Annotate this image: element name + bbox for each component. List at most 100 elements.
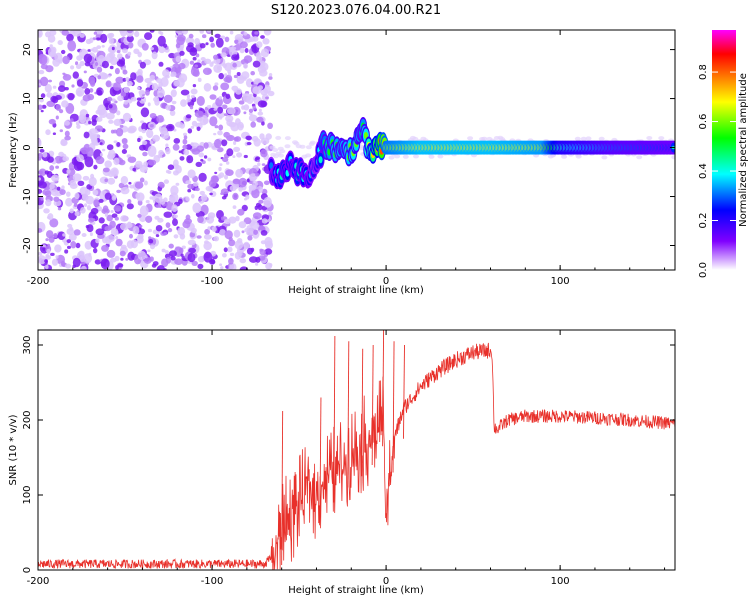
noise-speckle [38,104,43,111]
noise-speckle [151,263,157,268]
noise-speckle [49,30,57,36]
noise-speckle [115,265,119,270]
noise-speckle [51,189,59,197]
noise-speckle [224,230,233,240]
noise-speckle [69,208,74,214]
snr-spike [319,397,322,518]
noise-speckle [98,217,105,224]
noise-speckle [256,41,263,48]
noise-speckle [216,111,226,119]
noise-speckle [64,120,70,126]
noise-speckle [44,83,52,93]
noise-speckle [209,94,217,100]
noise-speckle [143,256,152,264]
noise-speckle [181,245,186,250]
noise-speckle [119,250,126,257]
noise-speckle [134,30,140,38]
noise-speckle [96,37,101,41]
noise-speckle [53,196,60,202]
noise-speckle [121,149,127,154]
noise-speckle [45,264,49,270]
noise-speckle [202,67,212,76]
noise-speckle [65,263,72,269]
signal-halo [305,153,312,158]
snr-marks [38,330,675,570]
signal-core [269,162,274,170]
noise-speckle [116,110,121,116]
noise-speckle [84,61,91,67]
noise-speckle [142,151,148,157]
noise-speckle [75,61,79,66]
noise-speckle [157,217,164,223]
noise-speckle [215,37,224,48]
noise-speckle [85,195,95,205]
noise-speckle [238,100,245,105]
noise-speckle [38,170,43,175]
noise-speckle [180,99,187,107]
spectrogram-ylabel: Frequency (Hz) [8,112,19,188]
noise-speckle [196,96,205,106]
noise-speckle [58,151,65,157]
noise-speckle [235,88,242,95]
signal-halo [486,136,493,141]
noise-speckle [84,156,94,168]
noise-speckle [233,146,241,152]
noise-speckle [236,152,243,158]
noise-speckle [178,73,188,83]
noise-speckle [233,229,241,238]
noise-speckle [119,30,125,34]
noise-speckle [97,75,101,80]
noise-speckle [73,203,78,207]
noise-speckle [38,255,46,265]
noise-speckle [192,56,197,61]
noise-speckle [96,66,103,73]
noise-speckle [238,76,244,80]
noise-speckle [128,181,132,185]
snr-spike [333,335,336,503]
noise-speckle [188,33,194,39]
noise-speckle [175,30,184,35]
noise-speckle [114,216,119,221]
noise-speckle [122,112,132,122]
noise-speckle [262,38,270,45]
noise-speckle [194,64,199,68]
signal-halo [481,136,488,141]
noise-speckle [70,118,74,123]
noise-speckle [120,176,129,185]
noise-speckle [163,179,169,184]
noise-speckle [197,77,202,82]
noise-speckle [218,172,225,178]
colorbar-axes: 0.0 0.2 0.4 0.6 0.8 [698,64,736,278]
noise-speckle [68,233,77,241]
noise-speckle [223,113,228,116]
signal-halo [278,153,284,158]
noise-speckle [162,69,170,78]
signal-halo [292,140,298,145]
noise-speckle [55,255,59,259]
noise-speckle [252,212,262,220]
signal-halo [646,136,653,140]
noise-speckle [95,238,100,244]
noise-speckle [252,60,261,68]
noise-speckle [254,205,258,210]
noise-speckle [249,256,258,263]
x-tick-label: -200 [27,576,50,587]
x-tick-label: -100 [201,576,224,587]
noise-speckle [79,186,89,195]
noise-speckle [70,241,77,249]
noise-speckle [172,143,180,151]
noise-speckle [128,41,134,49]
noise-speckle [232,178,241,185]
noise-speckle [119,124,124,128]
noise-speckle [82,175,90,181]
noise-speckle [44,170,50,175]
noise-speckle [243,31,248,36]
noise-speckle [80,265,87,270]
noise-speckle [45,255,52,260]
signal-halo [394,154,401,159]
noise-speckle [183,149,190,156]
noise-speckle [204,58,212,64]
noise-speckle [115,236,119,240]
noise-speckle [241,230,245,234]
